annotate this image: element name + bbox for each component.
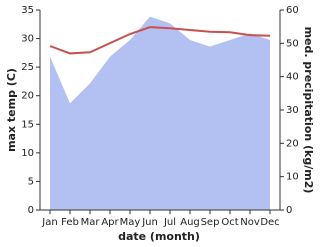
y2-tick-label: 30 xyxy=(286,105,299,116)
y-axis-title: max temp (C) xyxy=(5,68,18,152)
y2-tick-label: 0 xyxy=(286,205,292,216)
x-tick-label: Jun xyxy=(141,217,158,228)
precipitation-area xyxy=(50,16,270,210)
x-tick-label: Apr xyxy=(101,217,119,228)
x-tick-label: Oct xyxy=(221,217,238,228)
x-tick-label: Aug xyxy=(180,217,200,228)
x-tick-label: Dec xyxy=(260,217,279,228)
y2-tick-label: 20 xyxy=(286,138,299,149)
x-tick-label: Sep xyxy=(201,217,220,228)
y-tick-label: 20 xyxy=(21,91,34,102)
y-tick-label: 15 xyxy=(21,119,34,130)
y2-tick-label: 40 xyxy=(286,72,299,83)
temperature-line xyxy=(49,26,271,55)
x-axis-title: date (month) xyxy=(118,230,200,243)
y-tick-label: 10 xyxy=(21,148,34,159)
y2-tick-label: 50 xyxy=(286,38,299,49)
y2-axis-title: med. precipitation (kg/m2) xyxy=(302,27,315,194)
x-tick-label: Nov xyxy=(240,217,260,228)
y2-tick-label: 60 xyxy=(286,5,299,16)
y-tick-label: 0 xyxy=(28,205,34,216)
x-tick-label: Feb xyxy=(61,217,79,228)
y2-tick-label: 10 xyxy=(286,172,299,183)
y-tick-label: 30 xyxy=(21,34,34,45)
y-tick-label: 35 xyxy=(21,5,34,16)
y-tick-label: 5 xyxy=(28,176,34,187)
x-tick-label: Jan xyxy=(41,217,57,228)
x-tick-label: May xyxy=(120,217,141,228)
y-tick-label: 25 xyxy=(21,62,34,73)
x-tick-label: Mar xyxy=(81,217,101,228)
x-tick-label: Jul xyxy=(163,217,176,228)
